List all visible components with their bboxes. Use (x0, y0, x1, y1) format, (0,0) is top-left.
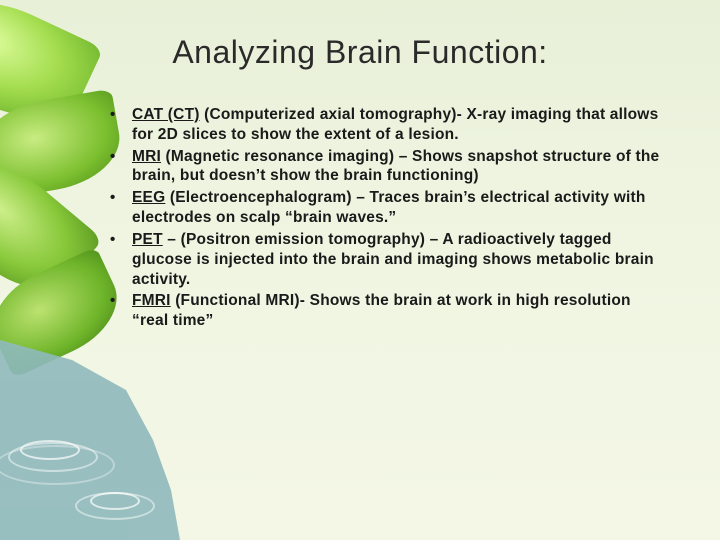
list-item: FMRI (Functional MRI)- Shows the brain a… (132, 291, 670, 331)
term: CAT (CT) (132, 106, 200, 123)
definition: (Functional MRI)- Shows the brain at wor… (132, 292, 631, 329)
bullet-list: CAT (CT) (Computerized axial tomography)… (40, 105, 680, 331)
slide-content: Analyzing Brain Function: CAT (CT) (Comp… (0, 0, 720, 540)
slide-title: Analyzing Brain Function: (40, 34, 680, 71)
definition: (Electroencephalogram) – Traces brain’s … (132, 189, 646, 226)
list-item: CAT (CT) (Computerized axial tomography)… (132, 105, 670, 145)
term: PET (132, 231, 163, 248)
list-item: PET – (Positron emission tomography) – A… (132, 230, 670, 289)
definition: – (Positron emission tomography) – A rad… (132, 231, 654, 288)
list-item: MRI (Magnetic resonance imaging) – Shows… (132, 147, 670, 187)
term: EEG (132, 189, 165, 206)
list-item: EEG (Electroencephalogram) – Traces brai… (132, 188, 670, 228)
definition: (Magnetic resonance imaging) – Shows sna… (132, 148, 659, 185)
term: FMRI (132, 292, 171, 309)
definition: (Computerized axial tomography)- X-ray i… (132, 106, 658, 143)
term: MRI (132, 148, 161, 165)
